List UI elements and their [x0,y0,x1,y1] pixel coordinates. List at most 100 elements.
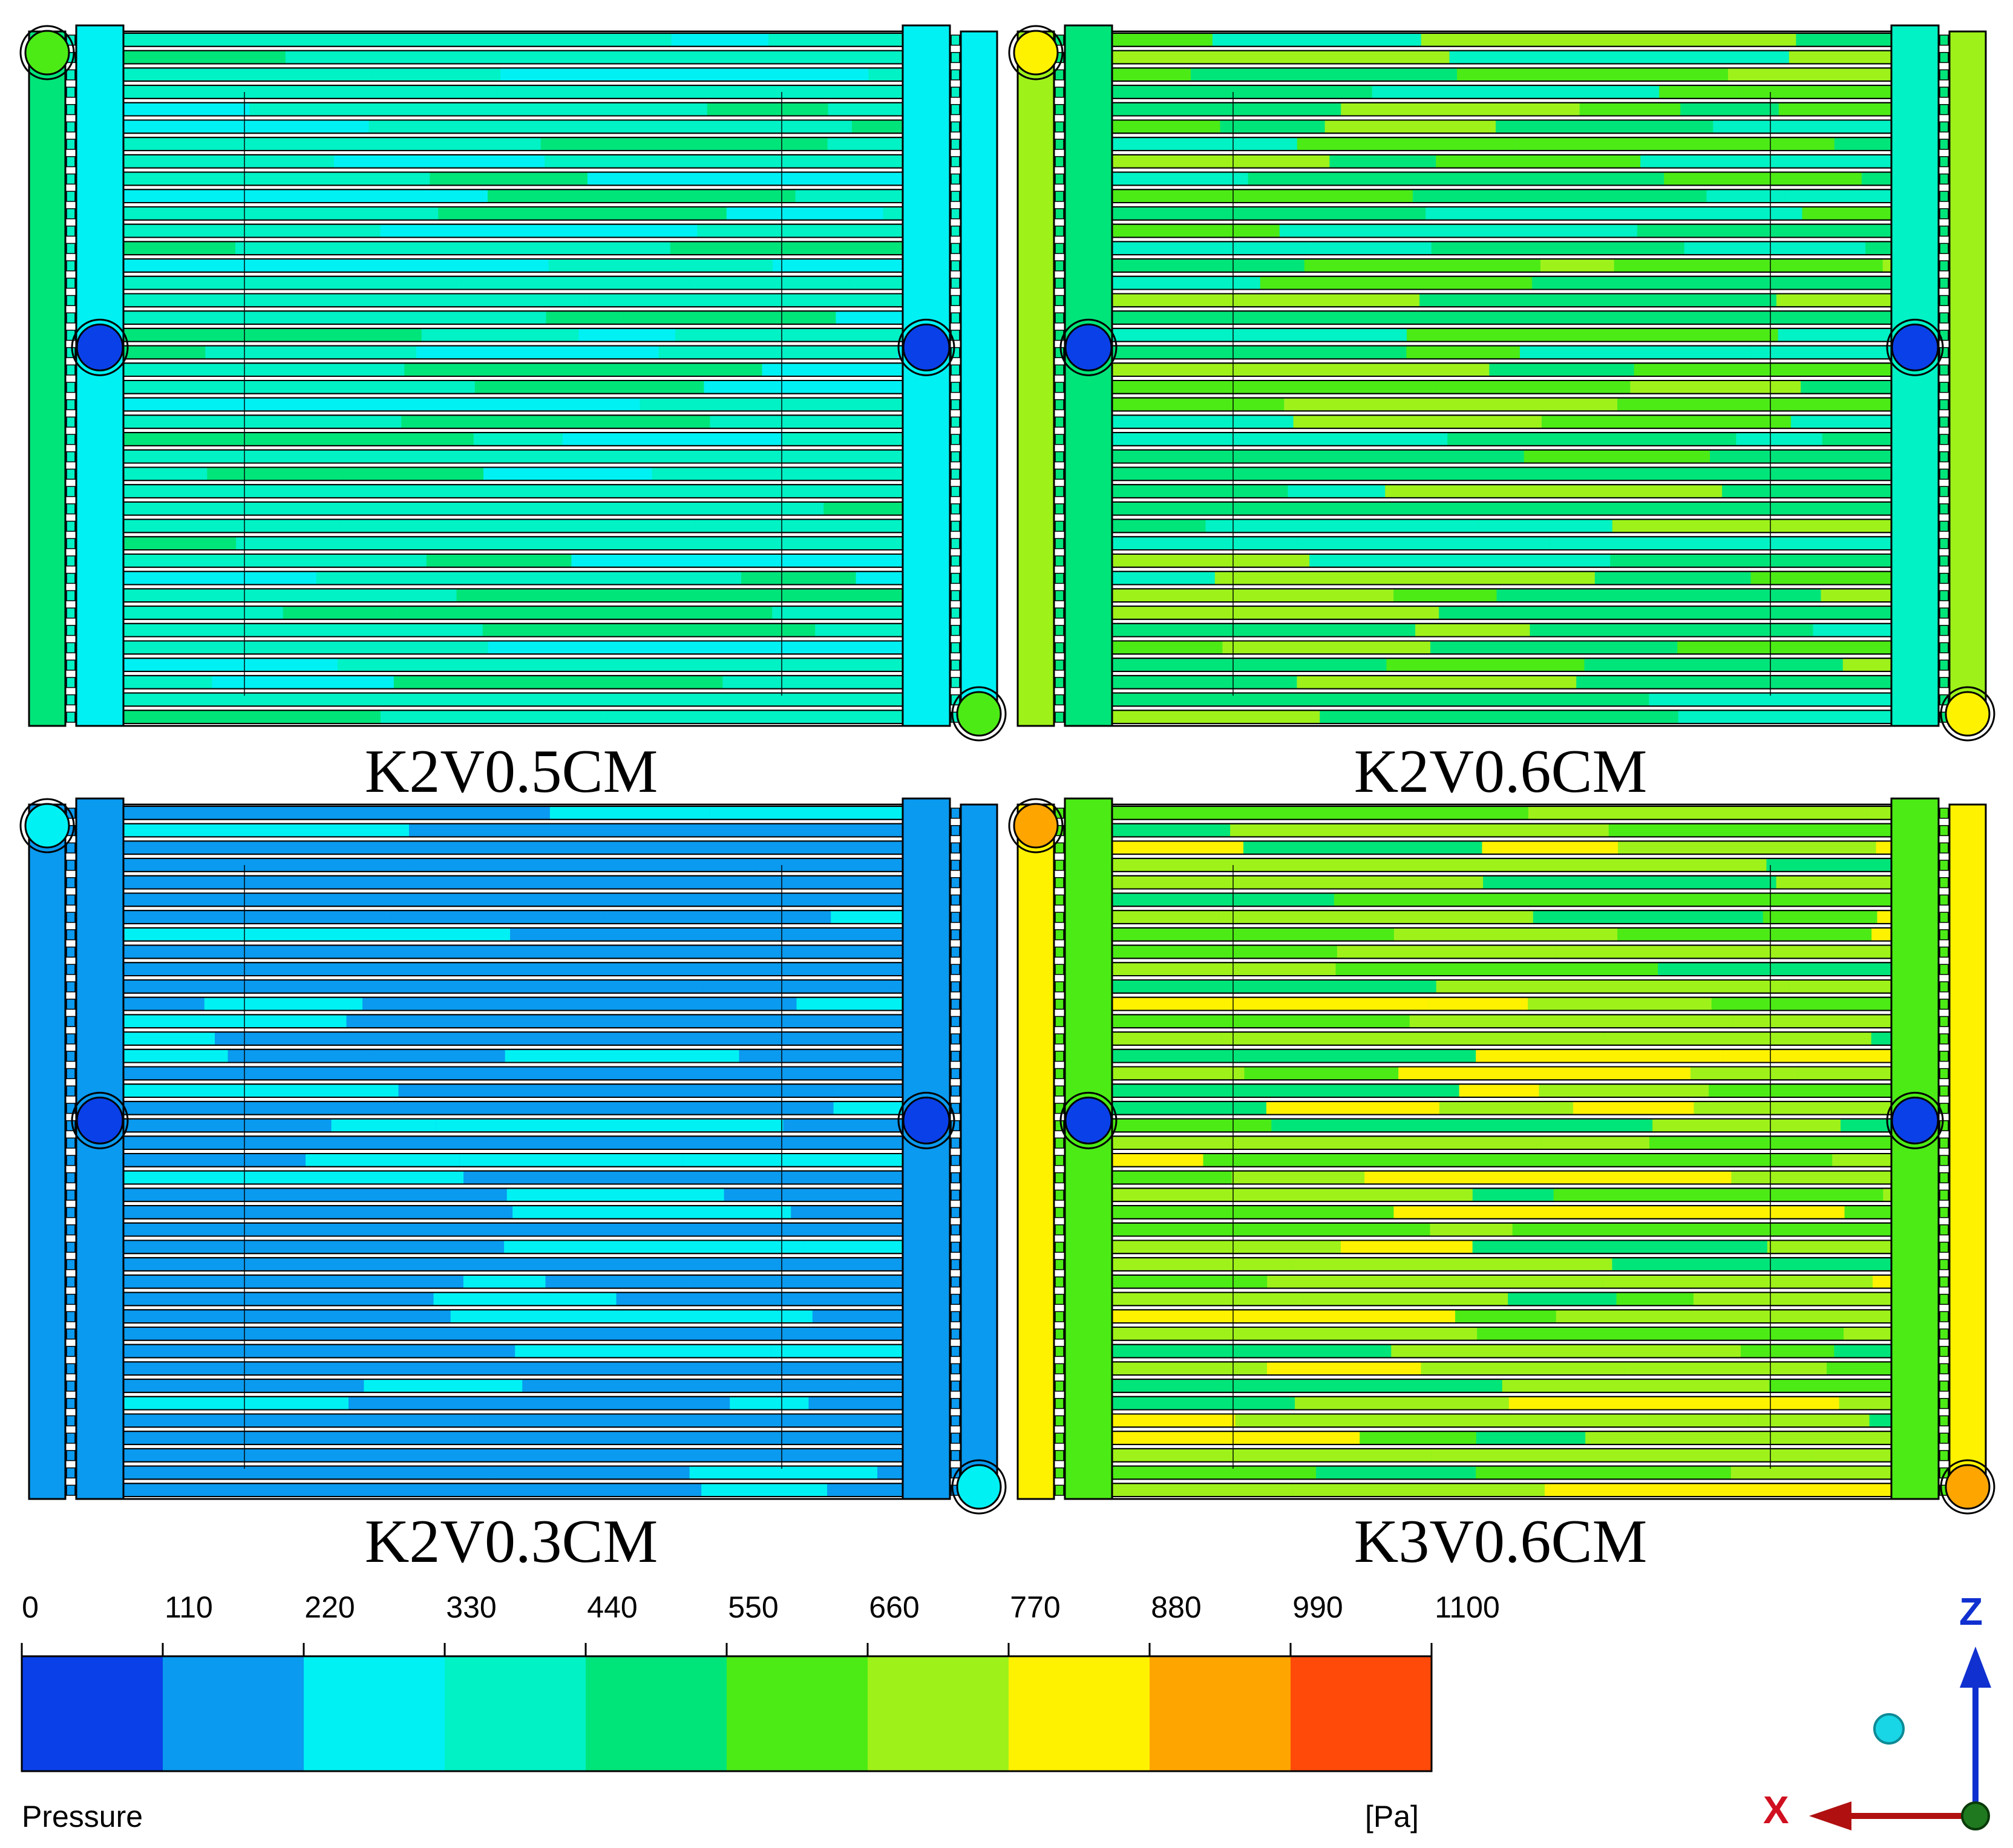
tube-segment [226,963,390,975]
nozzle-ring [71,318,129,376]
tube-segment [123,485,457,497]
ladder-cell [1055,434,1064,445]
tube-segment [1112,1345,1392,1357]
tube-segment [1834,1345,1891,1357]
tube-segment [1393,1206,1772,1218]
ladder-cell [1939,1155,1949,1166]
tube-segment [1409,1015,1733,1028]
inlet-port [1013,30,1059,76]
tube-segment [741,572,856,584]
radiator-panel-1 [19,24,1007,742]
ladder-cell [66,278,76,289]
ladder-cell [1939,382,1949,393]
ladder-cell [66,642,76,653]
ladder-cell [66,260,76,272]
ladder-cell [66,520,76,532]
ladder-cell [1055,278,1064,289]
tube-segment [1112,294,1420,307]
tube-segment [123,1171,464,1184]
tube-segment [200,1223,492,1236]
tube-segment [238,1449,561,1461]
tube-segment [367,398,640,411]
tube-segment [123,1484,477,1496]
ladder-cell [1055,711,1064,723]
tube-segment [1112,981,1436,993]
tube-segment [1544,1484,1891,1496]
tube-segment [1730,1466,1891,1479]
ladder-cell [66,208,76,220]
tube-segment [1407,328,1778,341]
tube-segment [1360,1432,1476,1444]
tube-segment [1812,1449,1891,1461]
tube-segment [445,1362,776,1375]
tube-segment [620,824,876,837]
tube-segment [1751,346,1891,359]
tube-segment [1789,51,1891,64]
legend-swatch [868,1656,1009,1771]
tube-segment [1585,1432,1891,1444]
tube-segment [1740,468,1835,480]
ladder-cell [1055,1172,1064,1184]
port-ring [1940,686,1995,742]
ladder-cell [66,104,76,116]
tube-segment [1112,1414,1236,1427]
tube-segment [1865,242,1891,255]
tube-segment [1271,468,1452,480]
ladder-cell [66,1224,76,1236]
ladder-cell [1939,824,1949,837]
tube-segment [726,207,883,220]
tube-segment [1876,841,1891,854]
ladder-cell [66,877,76,889]
ladder-cell [66,1189,76,1201]
ladder-cell [951,1207,960,1218]
tube-segment [1112,693,1445,706]
caption-k2v06cm: K2V0.6CM [1353,737,1648,806]
ladder-cell [1939,642,1949,653]
tube-segment [327,1067,479,1080]
nozzle-port [1064,1096,1113,1144]
tube-segment [123,1085,399,1097]
ladder-cell [1939,1051,1949,1062]
tube-segment [714,294,903,307]
tube-segment [1220,1380,1502,1392]
tube-segment [1528,807,1867,819]
tube-segment [123,346,206,359]
nozzle-ring [1059,318,1118,376]
ladder-cell [1939,555,1949,567]
tube-segment [540,824,620,837]
tube-segment [1825,824,1891,837]
ladder-cell [66,1380,76,1392]
tube-segment [695,1275,802,1288]
tube-segment [1305,242,1432,255]
tube-segment [1750,572,1891,584]
tube-segment [1372,86,1660,98]
tube-segment [801,1275,903,1288]
tube-segment [1556,945,1891,958]
core-frame [1111,30,1893,727]
ladder-cell [951,1033,960,1045]
ladder-cell [1939,312,1949,324]
legend-unit: [Pa] [1365,1800,1419,1833]
tube-segment [616,1293,903,1305]
tube-segment [722,676,903,688]
tube-segment [759,155,903,168]
tube-segment [1370,807,1528,819]
ladder-cell [1055,1467,1064,1479]
ladder-cell [951,659,960,671]
tube-segment [123,1050,228,1062]
tube-segment [478,1067,701,1080]
tube-segment [215,1033,502,1045]
ladder-cell [1055,946,1064,958]
tube-segment [1822,433,1891,445]
tube-segment [883,207,903,220]
ladder-cell [66,1293,76,1305]
tube-segment [1459,1085,1539,1097]
tube-segment [123,1102,240,1114]
tube-segment [283,607,398,619]
port-ring [951,686,1007,742]
tube-segment [1112,1085,1459,1097]
tube-segment [671,34,769,46]
tube-segment [1532,276,1870,289]
ladder-cell [951,1241,960,1253]
tube-segment [1112,68,1191,81]
